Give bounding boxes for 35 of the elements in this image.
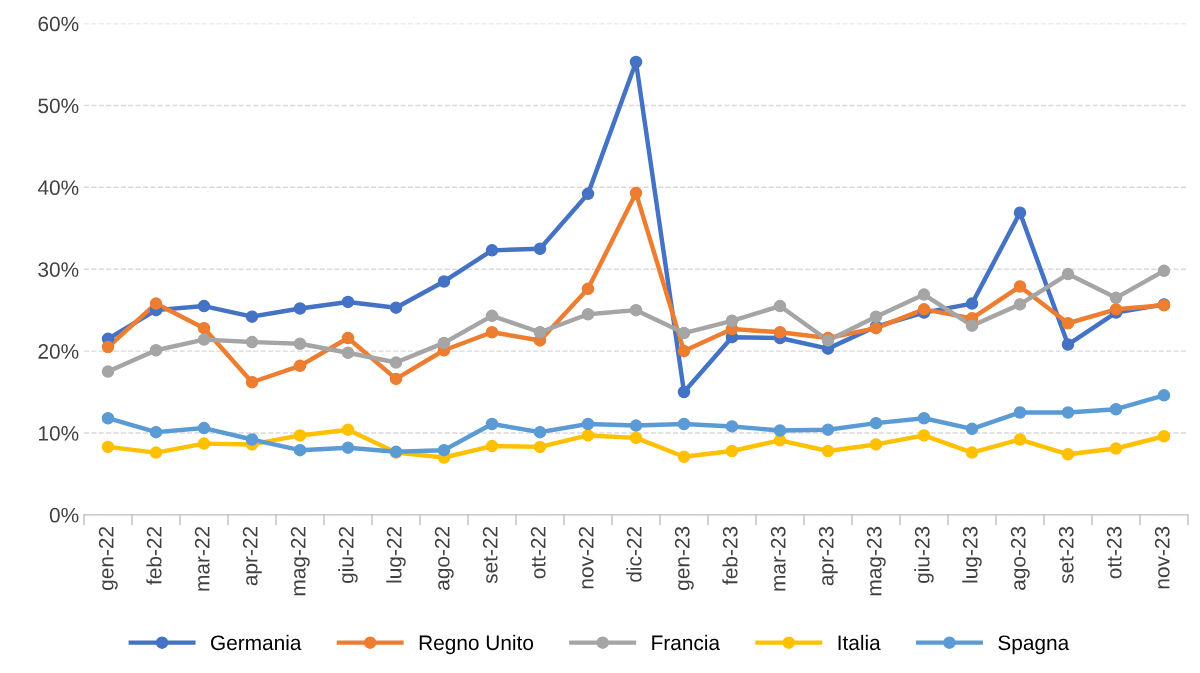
x-tick-label: giu-22 bbox=[338, 527, 358, 583]
legend-label: Francia bbox=[652, 634, 721, 651]
x-tick-label: apr-23 bbox=[818, 526, 838, 586]
y-tick-label: 50% bbox=[38, 98, 79, 114]
legend-label: Italia bbox=[838, 634, 881, 651]
x-tick-label: ott-22 bbox=[530, 527, 546, 579]
legend-label: Spagna bbox=[998, 635, 1070, 655]
x-tick-label: giu-23 bbox=[914, 526, 934, 583]
x-tick-label: nov-22 bbox=[578, 527, 594, 589]
x-tick-label: gen-22 bbox=[98, 527, 118, 590]
x-tick-label: set-23 bbox=[1058, 526, 1074, 584]
y-tick-label: 40% bbox=[37, 180, 79, 196]
y-tick-label: 10% bbox=[39, 425, 79, 441]
y-tick-label: 20% bbox=[38, 344, 79, 359]
x-tick-label: lug-23 bbox=[962, 526, 982, 583]
y-tick-label: 60% bbox=[38, 16, 79, 32]
x-tick-label: set-22 bbox=[482, 527, 498, 584]
legend-label: Germania bbox=[211, 634, 302, 651]
x-tick-label: gen-23 bbox=[674, 526, 694, 590]
x-tick-label: mag-22 bbox=[290, 527, 310, 596]
x-tick-label: feb-22 bbox=[146, 527, 162, 585]
x-tick-label: feb-23 bbox=[722, 526, 738, 585]
x-tick-label: ott-23 bbox=[1106, 526, 1122, 579]
x-tick-label: apr-22 bbox=[242, 527, 262, 586]
x-tick-label: ago-23 bbox=[1010, 526, 1030, 590]
legend-label: Regno Unito bbox=[419, 634, 534, 655]
x-tick-label: dic-22 bbox=[626, 527, 642, 582]
x-tick-label: lug-22 bbox=[386, 527, 406, 583]
x-tick-label: mar-23 bbox=[770, 526, 786, 591]
y-tick-label: 0% bbox=[49, 507, 79, 523]
y-tick-label: 30% bbox=[38, 262, 79, 277]
x-tick-label: ago-22 bbox=[434, 527, 454, 590]
x-tick-label: mar-22 bbox=[194, 527, 210, 591]
x-tick-label: nov-23 bbox=[1154, 526, 1170, 589]
x-tick-label: mag-23 bbox=[866, 526, 886, 596]
